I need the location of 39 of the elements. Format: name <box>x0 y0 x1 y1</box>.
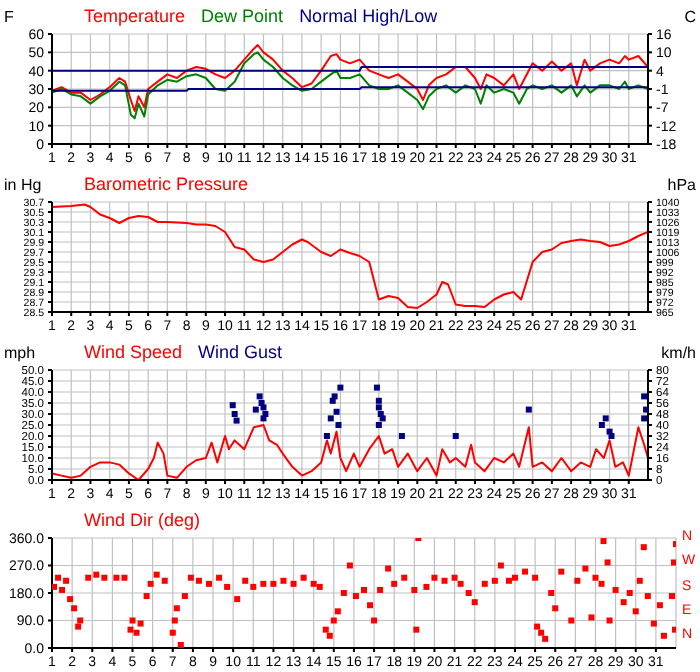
text: Wind Dir (deg) <box>84 510 201 530</box>
point <box>335 422 342 428</box>
point <box>260 415 267 422</box>
point <box>375 397 382 404</box>
point <box>373 384 380 391</box>
point <box>229 402 236 409</box>
series-label: Barometric Pressure <box>84 174 249 194</box>
point <box>337 384 344 391</box>
point <box>252 406 259 413</box>
point <box>641 415 648 422</box>
point <box>256 393 263 400</box>
point <box>598 422 605 428</box>
y-axis-title: mph <box>2 344 38 362</box>
point <box>327 415 334 422</box>
line-series <box>52 203 648 309</box>
point <box>375 404 382 411</box>
y2-axis-title: hPa <box>665 176 698 194</box>
point <box>608 433 615 439</box>
y-axis-title: in Hg <box>2 176 44 194</box>
text: Wind Speed <box>84 342 183 362</box>
text: Normal High/Low <box>299 6 438 26</box>
point <box>602 415 609 422</box>
point <box>260 404 267 411</box>
text: Dew Point <box>201 6 284 26</box>
point <box>525 406 532 413</box>
point <box>452 433 459 439</box>
y-axis-title: F <box>2 8 16 26</box>
text: Temperature <box>84 6 186 26</box>
point <box>231 411 238 417</box>
point <box>398 433 405 439</box>
point <box>233 417 240 424</box>
text: Wind Gust <box>198 342 283 362</box>
point <box>375 422 382 428</box>
point <box>323 433 330 439</box>
y2-axis-title: km/h <box>659 344 698 362</box>
y2-axis-title: C <box>682 8 698 26</box>
point <box>379 415 386 422</box>
point <box>641 393 648 400</box>
point <box>333 408 340 415</box>
